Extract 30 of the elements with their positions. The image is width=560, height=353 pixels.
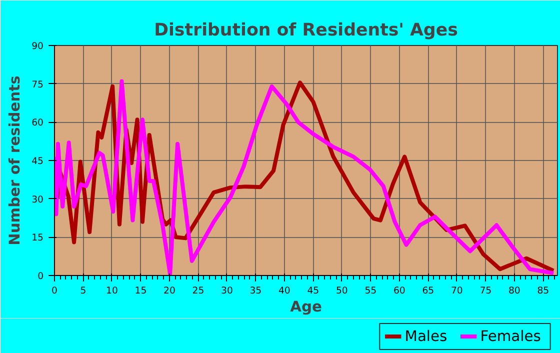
x-tick-label: 50 <box>336 286 348 296</box>
y-tick-label: 45 <box>32 156 44 167</box>
x-tick-label: 55 <box>364 286 377 296</box>
legend-label: Females <box>480 328 541 345</box>
y-tick-label: 90 <box>32 41 44 52</box>
chart-title: Distribution of Residents' Ages <box>154 20 458 40</box>
x-tick-label: 0 <box>52 286 58 296</box>
x-tick-label: 80 <box>508 286 520 296</box>
x-tick-label: 15 <box>134 286 147 296</box>
x-tick-label: 70 <box>450 286 463 296</box>
x-tick-label: 25 <box>192 286 204 296</box>
x-tick-label: 60 <box>393 286 406 296</box>
x-axis-title: Age <box>290 298 322 316</box>
x-tick-label: 5 <box>80 286 86 296</box>
x-tick-label: 35 <box>250 286 262 296</box>
x-tick-label: 45 <box>307 286 320 296</box>
y-tick-label: 60 <box>32 118 44 129</box>
x-tick-label: 40 <box>278 286 290 296</box>
x-tick-label: 75 <box>480 286 492 296</box>
y-tick-label: 0 <box>38 271 44 282</box>
x-tick-label: 20 <box>164 286 176 296</box>
y-tick-label: 75 <box>32 79 44 90</box>
x-tick-label: 30 <box>221 286 233 296</box>
x-tick-label: 10 <box>106 286 118 296</box>
legend-label: Males <box>404 328 448 345</box>
y-axis-title: Number of residents <box>6 75 24 246</box>
y-tick-label: 30 <box>32 194 44 206</box>
x-tick-label: 65 <box>422 286 434 296</box>
y-tick-label: 15 <box>32 232 44 244</box>
x-tick-label: 85 <box>537 286 550 296</box>
